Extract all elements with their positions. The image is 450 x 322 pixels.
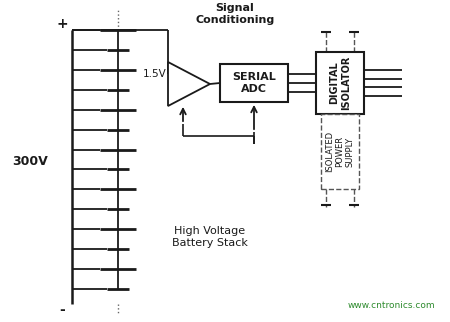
Text: -: - — [59, 303, 65, 317]
Bar — [316, 52, 364, 114]
Polygon shape — [168, 62, 210, 106]
Text: Signal
Conditioning: Signal Conditioning — [195, 3, 274, 25]
Text: High Voltage
Battery Stack: High Voltage Battery Stack — [172, 226, 248, 248]
Text: www.cntronics.com: www.cntronics.com — [347, 301, 435, 310]
Bar — [321, 114, 359, 189]
Text: 1.5V: 1.5V — [143, 69, 167, 79]
Text: SERIAL
ADC: SERIAL ADC — [232, 72, 276, 94]
Text: +: + — [56, 17, 68, 31]
Text: DIGITAL
ISOLATOR: DIGITAL ISOLATOR — [329, 56, 351, 110]
Text: 300V: 300V — [12, 155, 48, 167]
Bar — [220, 64, 288, 102]
Text: ISOLATED
POWER
SUPPLY: ISOLATED POWER SUPPLY — [325, 131, 355, 172]
